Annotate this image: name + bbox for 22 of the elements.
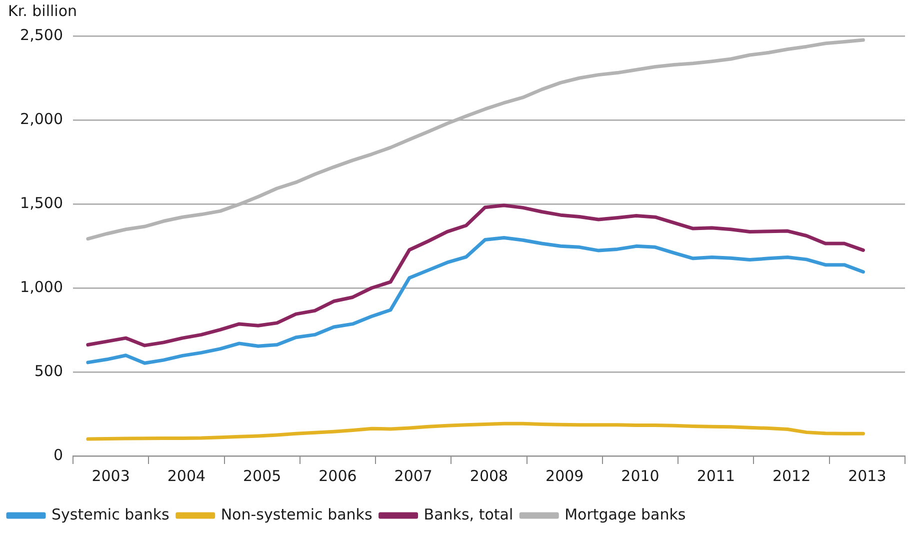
x-tick-label: 2013 [848, 466, 886, 485]
y-tick-label: 1,000 [20, 278, 63, 296]
x-tick-label: 2006 [318, 466, 357, 485]
x-tick-label: 2007 [394, 466, 432, 485]
x-tick-label: 2011 [696, 466, 736, 485]
y-tick-label: 2,000 [20, 110, 63, 128]
y-tick-label: 0 [53, 446, 63, 464]
x-tick-label: 2008 [470, 466, 508, 485]
x-tick-label: 2012 [772, 466, 811, 485]
y-axis-title: Kr. billion [8, 2, 78, 20]
x-tick-label: 2004 [167, 466, 206, 485]
y-tick-label: 2,500 [20, 26, 63, 44]
x-tick-label: 2005 [242, 466, 282, 485]
x-tick-label: 2010 [621, 466, 660, 485]
y-tick-label: 1,500 [20, 194, 63, 212]
x-tick-label: 2009 [546, 466, 584, 485]
legend-label: Mortgage banks [564, 505, 686, 524]
legend-label: Banks, total [424, 505, 514, 524]
legend-label: Non-systemic banks [220, 505, 372, 524]
x-tick-label: 2003 [92, 466, 130, 485]
legend-label: Systemic banks [52, 505, 170, 524]
y-tick-label: 500 [34, 362, 63, 380]
